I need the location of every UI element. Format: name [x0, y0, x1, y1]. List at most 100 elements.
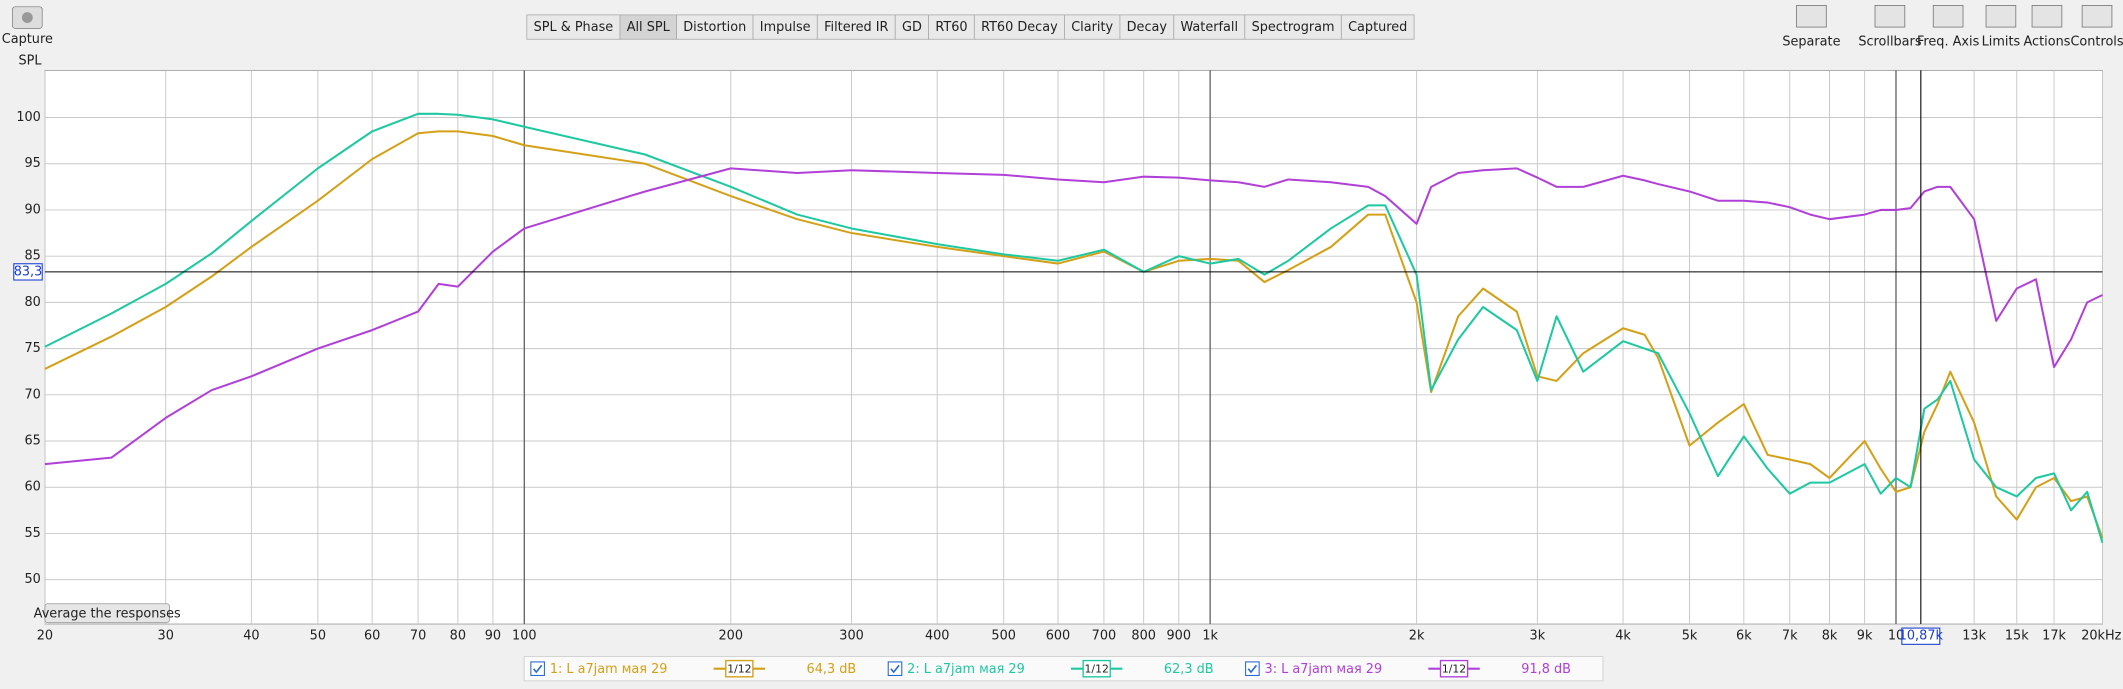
- tool-label: Separate: [1782, 34, 1840, 49]
- cursor-x-box: [1901, 627, 1941, 645]
- x-tick-label: 4k: [1615, 629, 1631, 644]
- tool-button[interactable]: Limits: [1982, 5, 2021, 49]
- tool-label: Limits: [1982, 34, 2021, 49]
- x-tick-label: 90: [485, 629, 501, 644]
- tool-label: Actions: [2023, 34, 2070, 49]
- tab[interactable]: Decay: [1119, 14, 1175, 40]
- x-tick-label: 70: [410, 629, 426, 644]
- tab[interactable]: GD: [894, 14, 930, 40]
- tool-icon: [1932, 5, 1964, 28]
- x-tick-label: 13k: [1962, 629, 1986, 644]
- tab[interactable]: RT60 Decay: [973, 14, 1065, 40]
- x-tick-label: 20kHz: [2081, 629, 2121, 644]
- y-tick-label: 100: [16, 110, 41, 125]
- legend-box: [523, 656, 1604, 682]
- legend-entry[interactable]: 1: L a7jam мая 29 1/12 64,3 dB: [530, 659, 856, 678]
- legend-checkbox: [1245, 661, 1260, 677]
- capture-label: Capture: [2, 32, 53, 47]
- tab-label: GD: [902, 20, 922, 35]
- x-tick-label: 900: [1167, 629, 1192, 644]
- x-tick-label: 500: [991, 629, 1016, 644]
- tab[interactable]: Spectrogram: [1244, 14, 1342, 40]
- tab-frame: [1119, 14, 1175, 40]
- tab[interactable]: All SPL: [619, 14, 677, 40]
- tool-button[interactable]: Separate: [1782, 5, 1841, 49]
- legend-name: 1: L a7jam мая 29: [550, 662, 668, 677]
- tab[interactable]: Impulse: [752, 14, 818, 40]
- x-tick-label: 5k: [1682, 629, 1698, 644]
- x-tick-label: 7k: [1782, 629, 1798, 644]
- tab[interactable]: Clarity: [1064, 14, 1121, 40]
- grid: 50 55 60 65 70 75 80 85 90 95 100 20 30 40 50 60 70 80 90 1…: [16, 70, 2122, 644]
- cursor-y-label: 83,3: [14, 264, 43, 279]
- capture-button[interactable]: Capture: [2, 6, 53, 47]
- legend-entry[interactable]: 2: L a7jam мая 29 1/12 62,3 dB: [887, 659, 1214, 678]
- tab[interactable]: RT60: [928, 14, 975, 40]
- tab-label: Decay: [1127, 20, 1168, 35]
- legend: 1: L a7jam мая 29 1/12 64,3 dB 2: L a7jam м…: [530, 659, 1571, 678]
- tool-icon: [2081, 5, 2113, 28]
- x-tick-label: 40: [243, 629, 259, 644]
- tab-frame: [1244, 14, 1342, 40]
- y-tick-label: 55: [25, 526, 41, 541]
- x-tick-label: 30: [158, 629, 174, 644]
- tool-label: Controls: [2070, 34, 2123, 49]
- tab-frame: [526, 14, 621, 40]
- plot-area: [44, 69, 2103, 625]
- tool-label: Freq. Axis: [1917, 34, 1980, 49]
- y-tick-label: 80: [25, 295, 41, 310]
- average-button[interactable]: Average the responses: [34, 603, 181, 624]
- trace-line: [44, 112, 2104, 543]
- tab-frame: [1064, 14, 1121, 40]
- tool-icon: [1796, 5, 1827, 28]
- y-axis-label: SPL: [18, 53, 42, 68]
- legend-name: 2: L a7jam мая 29: [907, 662, 1025, 677]
- x-tick-label: 1k: [1202, 629, 1218, 644]
- tool-icon: [1985, 5, 2017, 28]
- tab-bar: SPL & Phase All SPL Distortion Impulse Filte…: [526, 14, 1415, 40]
- y-tick-label: 95: [25, 156, 41, 171]
- tab-label: Impulse: [760, 20, 811, 35]
- y-tick-label: 60: [25, 480, 41, 495]
- tab-frame: [1173, 14, 1246, 40]
- tool-button[interactable]: Scrollbars: [1858, 5, 1922, 49]
- tool-icon: [2031, 5, 2063, 28]
- x-tick-label: 3k: [1530, 629, 1546, 644]
- tab[interactable]: Filtered IR: [816, 14, 896, 40]
- x-tick-label: 60: [364, 629, 380, 644]
- tab-label: RT60 Decay: [981, 20, 1058, 35]
- legend-level: 91,8 dB: [1521, 662, 1571, 677]
- tab[interactable]: Distortion: [676, 14, 754, 40]
- tab[interactable]: SPL & Phase: [526, 14, 621, 40]
- tool-button[interactable]: Freq. Axis: [1917, 5, 1980, 49]
- y-tick-label: 50: [25, 572, 41, 587]
- x-tick-label: 50: [310, 629, 326, 644]
- tab[interactable]: Captured: [1340, 14, 1415, 40]
- legend-smoothing: 1/12: [1085, 662, 1109, 675]
- x-tick-label: 8k: [1822, 629, 1838, 644]
- button-frame: [44, 603, 170, 624]
- legend-smoothing: 1/12: [727, 662, 751, 675]
- capture-lens: [21, 12, 33, 24]
- legend-checkbox: [887, 661, 903, 677]
- x-tick-label: 10: [1888, 629, 1904, 644]
- tool-icon: [1874, 5, 1906, 28]
- tool-button[interactable]: Actions: [2023, 5, 2071, 49]
- legend-smoothing: 1/12: [1442, 662, 1466, 675]
- x-tick-label: 2k: [1409, 629, 1425, 644]
- tool-button[interactable]: Controls: [2070, 5, 2123, 49]
- legend-check: [1247, 664, 1258, 674]
- x-tick-label: 6k: [1736, 629, 1752, 644]
- x-tick-label: 15k: [2005, 629, 2029, 644]
- x-tick-label: 300: [839, 629, 864, 644]
- x-tick-label: 400: [925, 629, 950, 644]
- x-tick-label: 80: [450, 629, 466, 644]
- y-tick-label: 90: [25, 202, 41, 217]
- x-tick-label: 700: [1092, 629, 1117, 644]
- tab-label: Clarity: [1071, 20, 1113, 35]
- trace-line: [44, 130, 2104, 539]
- tab[interactable]: Waterfall: [1173, 14, 1246, 40]
- legend-entry[interactable]: 3: L a7jam мая 29 1/12 91,8 dB: [1245, 659, 1571, 678]
